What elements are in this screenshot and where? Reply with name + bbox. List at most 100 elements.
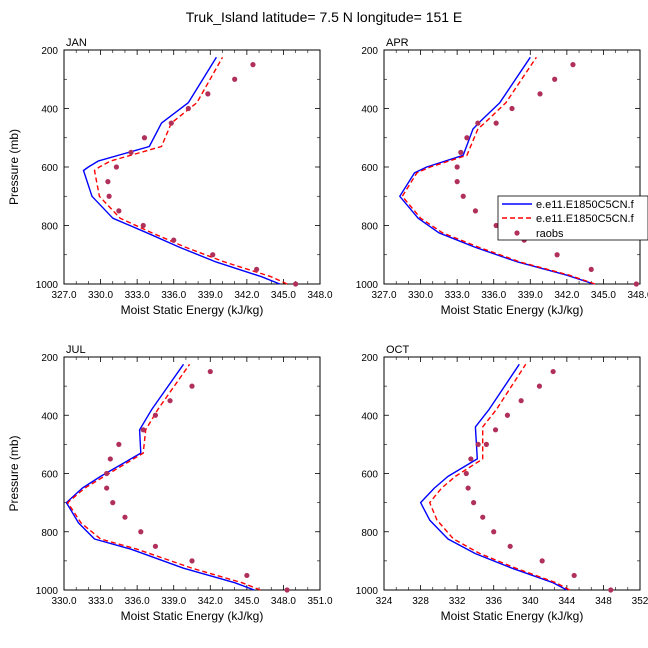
x-tick-label: 351.0 <box>307 596 332 607</box>
raobs-point <box>122 514 128 520</box>
x-tick-label: 333.0 <box>445 290 470 301</box>
raobs-point <box>104 470 110 477</box>
raobs-point <box>116 441 122 447</box>
raobs-point <box>168 120 174 126</box>
x-tick-label: 330.0 <box>408 290 433 301</box>
raobs-point <box>537 91 543 97</box>
y-tick-label: 200 <box>41 46 58 57</box>
raobs-point <box>509 105 515 112</box>
x-tick-label: 348.0 <box>627 290 648 301</box>
raobs-point <box>293 281 299 287</box>
series-line-dashed <box>401 56 596 285</box>
x-tick-label: 336.0 <box>481 290 506 301</box>
raobs-point <box>454 164 460 170</box>
panel-label: OCT <box>386 344 410 356</box>
y-axis-label: Pressure (mb) <box>7 435 21 511</box>
y-tick-label: 1000 <box>36 586 59 597</box>
raobs-point <box>552 76 558 82</box>
y-tick-label: 400 <box>41 411 58 422</box>
x-axis-label: Moist Static Energy (kJ/kg) <box>441 609 584 623</box>
raobs-point <box>475 120 481 126</box>
x-tick-label: 336.0 <box>161 290 186 301</box>
panels: 327.0 330.0 333.0 336.0 339.0 342.0 345.0 348.0… <box>7 37 648 623</box>
raobs-point <box>588 266 594 272</box>
raobs-point <box>105 179 111 185</box>
raobs-point <box>608 587 614 593</box>
x-tick-label: 339.0 <box>198 290 223 301</box>
x-tick-label: 333.0 <box>88 596 113 607</box>
raobs-point <box>167 398 173 404</box>
x-tick-label: 339.0 <box>161 596 186 607</box>
x-tick-label: 352 <box>632 596 648 607</box>
x-tick-label: 327.0 <box>371 290 396 301</box>
raobs-point <box>463 470 469 477</box>
raobs-point <box>171 237 177 243</box>
series-line-solid <box>399 56 594 285</box>
legend-label-0: e.e11.E1850C5CN.f <box>536 199 635 211</box>
panel-label: APR <box>386 37 409 49</box>
raobs-point <box>113 164 120 170</box>
y-tick-label: 600 <box>41 470 58 481</box>
series-line-solid <box>419 363 568 591</box>
y-tick-label: 400 <box>41 105 58 116</box>
y-tick-label: 600 <box>361 163 378 174</box>
raobs-point <box>189 558 195 564</box>
raobs-point <box>232 76 238 82</box>
raobs-point <box>464 135 470 141</box>
legend-label-1: e.e11.E1850C5CN.f <box>536 213 635 225</box>
y-tick-label: 200 <box>361 353 378 364</box>
x-tick-label: 332 <box>449 596 466 607</box>
x-tick-label: 345.0 <box>234 596 259 607</box>
y-tick-label: 1000 <box>356 280 379 291</box>
y-tick-label: 800 <box>361 528 378 539</box>
raobs-point <box>491 529 497 535</box>
y-tick-label: 400 <box>361 105 378 116</box>
series-line-solid <box>82 56 281 285</box>
plot-frame <box>63 49 321 285</box>
x-tick-label: 330.0 <box>88 290 113 301</box>
raobs-point <box>254 266 260 272</box>
y-tick-label: 800 <box>41 528 58 539</box>
x-axis-label: Moist Static Energy (kJ/kg) <box>121 609 264 623</box>
x-tick-label: 330.0 <box>51 596 76 607</box>
raobs-point <box>468 456 474 462</box>
y-axis-label: Pressure (mb) <box>7 129 21 205</box>
raobs-point <box>492 427 499 433</box>
raobs-point <box>284 587 290 593</box>
raobs-point <box>205 91 211 97</box>
raobs-point <box>472 208 479 214</box>
raobs-point <box>140 222 146 229</box>
raobs-point <box>493 222 499 229</box>
raobs-point <box>207 368 213 375</box>
plot-frame <box>383 356 641 591</box>
raobs-point <box>106 193 112 199</box>
legend: e.e11.E1850C5CN.f e.e11.E1850C5CN.f raob… <box>497 195 648 241</box>
y-tick-label: 600 <box>361 470 378 481</box>
x-tick-label: 333.0 <box>125 290 150 301</box>
series-line-dashed <box>66 363 261 591</box>
raobs-point <box>483 441 489 447</box>
raobs-point <box>116 208 122 214</box>
raobs-point <box>460 193 466 199</box>
raobs-point <box>475 441 481 447</box>
raobs-point <box>539 558 545 564</box>
series-line-dashed <box>429 363 570 591</box>
x-tick-label: 342.0 <box>198 596 223 607</box>
plot-frame <box>63 356 321 591</box>
y-tick-label: 200 <box>361 46 378 57</box>
x-tick-label: 342.0 <box>234 290 259 301</box>
x-tick-label: 339.0 <box>518 290 543 301</box>
x-axis-label: Moist Static Energy (kJ/kg) <box>441 303 584 317</box>
raobs-point <box>110 500 116 506</box>
raobs-point <box>536 383 543 389</box>
raobs-point <box>454 179 460 185</box>
raobs-point <box>128 149 134 155</box>
raobs-point <box>480 514 486 520</box>
x-tick-label: 348 <box>595 596 612 607</box>
x-tick-label: 324 <box>376 596 393 607</box>
raobs-point <box>493 120 499 126</box>
raobs-point <box>458 149 464 155</box>
raobs-point <box>465 485 471 491</box>
y-tick-label: 800 <box>41 222 58 233</box>
